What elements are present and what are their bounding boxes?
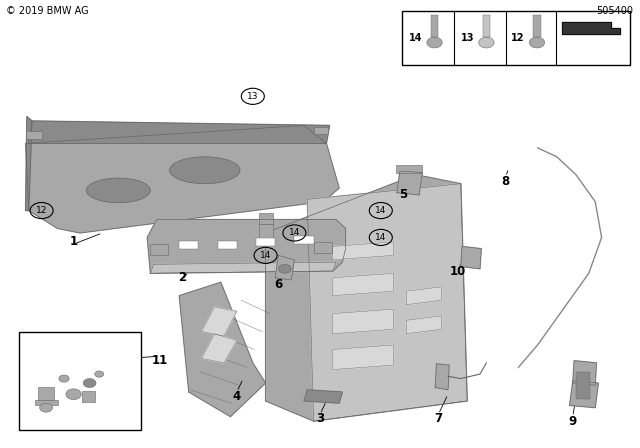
Polygon shape bbox=[562, 22, 620, 34]
Polygon shape bbox=[150, 262, 336, 273]
Polygon shape bbox=[266, 175, 467, 421]
Text: 14: 14 bbox=[375, 206, 387, 215]
Bar bbox=[533, 15, 541, 37]
Text: 9: 9 bbox=[569, 414, 577, 428]
Text: 6: 6 bbox=[275, 278, 282, 291]
Text: 1: 1 bbox=[70, 235, 77, 249]
Bar bbox=[26, 131, 42, 139]
Polygon shape bbox=[570, 381, 598, 408]
Bar bbox=[402, 11, 630, 65]
Circle shape bbox=[427, 37, 442, 48]
Polygon shape bbox=[304, 390, 342, 403]
Bar bbox=[483, 15, 490, 37]
Circle shape bbox=[529, 37, 545, 48]
Text: 3: 3 bbox=[316, 412, 324, 426]
Text: 5: 5 bbox=[399, 188, 407, 202]
Bar bbox=[256, 238, 275, 246]
Ellipse shape bbox=[170, 157, 240, 184]
Circle shape bbox=[40, 403, 52, 412]
Polygon shape bbox=[333, 309, 394, 334]
Text: 14: 14 bbox=[408, 33, 422, 43]
Circle shape bbox=[59, 375, 69, 382]
Polygon shape bbox=[179, 282, 266, 417]
Circle shape bbox=[66, 389, 81, 400]
Polygon shape bbox=[26, 125, 339, 233]
Polygon shape bbox=[406, 316, 442, 334]
Bar bbox=[314, 242, 332, 253]
Ellipse shape bbox=[86, 178, 150, 202]
Circle shape bbox=[479, 37, 494, 48]
Text: 13: 13 bbox=[460, 33, 474, 43]
Polygon shape bbox=[26, 116, 32, 211]
Text: 4: 4 bbox=[233, 390, 241, 403]
Bar bbox=[35, 400, 58, 405]
Circle shape bbox=[278, 264, 291, 273]
Text: 13: 13 bbox=[247, 92, 259, 101]
Bar bbox=[431, 15, 438, 37]
Bar bbox=[314, 127, 328, 134]
Text: © 2019 BMW AG: © 2019 BMW AG bbox=[6, 6, 89, 16]
Polygon shape bbox=[307, 184, 467, 421]
Polygon shape bbox=[397, 171, 422, 195]
Bar bbox=[179, 241, 198, 249]
Polygon shape bbox=[147, 220, 346, 273]
Bar bbox=[218, 241, 237, 249]
Text: 505400: 505400 bbox=[596, 6, 634, 16]
Text: 7: 7 bbox=[435, 412, 442, 426]
Bar bbox=[396, 165, 422, 173]
Bar bbox=[19, 332, 141, 430]
Polygon shape bbox=[202, 307, 237, 336]
Circle shape bbox=[95, 371, 104, 377]
Polygon shape bbox=[333, 273, 394, 296]
Text: 14: 14 bbox=[375, 233, 387, 242]
Bar bbox=[38, 387, 54, 400]
Circle shape bbox=[83, 379, 96, 388]
Text: 12: 12 bbox=[511, 33, 525, 43]
Polygon shape bbox=[333, 242, 394, 260]
Polygon shape bbox=[406, 287, 442, 305]
Text: 12: 12 bbox=[36, 206, 47, 215]
Bar bbox=[576, 372, 590, 399]
Bar bbox=[259, 224, 273, 242]
Polygon shape bbox=[435, 364, 449, 390]
Bar bbox=[259, 213, 273, 224]
Text: 10: 10 bbox=[449, 264, 466, 278]
Bar bbox=[82, 391, 95, 402]
Text: 14: 14 bbox=[289, 228, 300, 237]
Polygon shape bbox=[333, 345, 394, 370]
Text: 11: 11 bbox=[152, 354, 168, 367]
Text: 8: 8 bbox=[502, 175, 509, 188]
Text: 14: 14 bbox=[260, 251, 271, 260]
Text: 2: 2 bbox=[179, 271, 186, 284]
Bar bbox=[294, 236, 314, 244]
Bar bbox=[150, 244, 168, 255]
Polygon shape bbox=[573, 361, 596, 385]
Polygon shape bbox=[275, 255, 294, 280]
Polygon shape bbox=[461, 246, 481, 269]
Polygon shape bbox=[29, 121, 330, 143]
Polygon shape bbox=[202, 334, 237, 363]
